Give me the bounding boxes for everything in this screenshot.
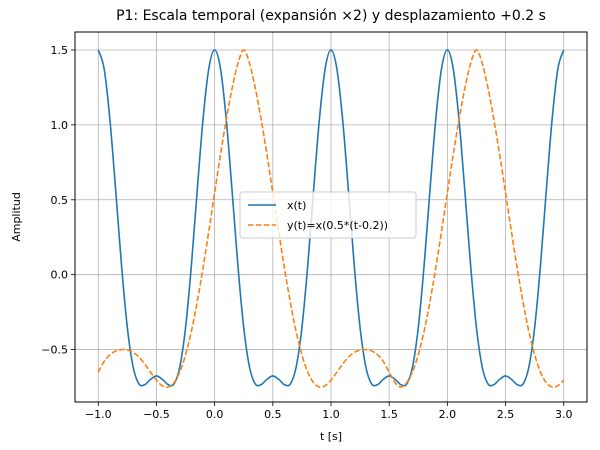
legend: x(t) y(t)=x(0.5*(t-0.2)) [239,191,417,239]
chart-title: P1: Escala temporal (expansión ×2) y des… [116,8,546,24]
y-tick-label: 0.0 [51,269,69,282]
x-tick-label: 0.0 [206,408,224,421]
y-axis-label: Amplitud [10,192,23,242]
series-line-y [97,49,565,388]
y-tick-label: 1.5 [51,44,69,57]
x-axis-label: t [s] [320,430,342,443]
x-tick-label: 1.5 [380,408,398,421]
x-tick-label: 2.0 [439,408,457,421]
x-tick-label: −0.5 [143,408,170,421]
x-tick-label: −1.0 [85,408,112,421]
series-layer [97,49,565,388]
axis-ticks: −1.0 −0.5 0.0 0.5 1.0 1.5 2.0 2.5 3.0 −0.5 0.0 0.5 1… [41,44,572,421]
legend-label-x: x(t) [287,199,306,212]
legend-box [239,191,417,239]
legend-label-y: y(t)=x(0.5*(t-0.2)) [287,219,388,232]
y-tick-label: 1.0 [51,119,69,132]
x-tick-label: 2.5 [497,408,515,421]
x-tick-label: 1.0 [322,408,340,421]
x-tick-label: 3.0 [555,408,573,421]
y-tick-label: −0.5 [41,344,68,357]
x-tick-label: 0.5 [264,408,282,421]
y-tick-label: 0.5 [51,194,69,207]
